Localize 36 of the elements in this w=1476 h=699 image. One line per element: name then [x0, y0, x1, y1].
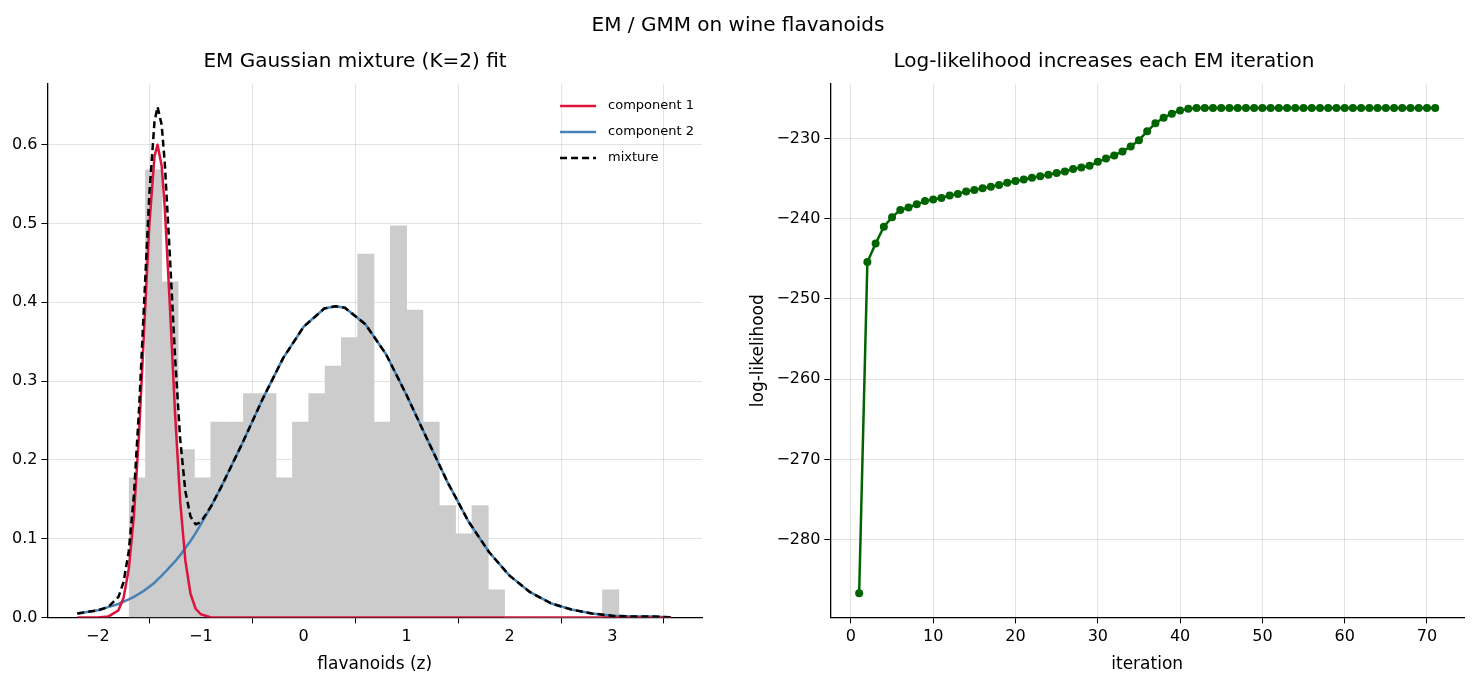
x-tick-label: 70 — [1416, 626, 1438, 646]
x-tick-label: −2 — [86, 626, 110, 646]
x-tick-label: 40 — [1169, 626, 1191, 646]
x-tick-label: 0 — [845, 626, 857, 646]
y-tick-label: 0.0 — [11, 606, 38, 626]
y-tick-label: −260 — [776, 368, 821, 388]
y-tick-label: −230 — [776, 127, 821, 147]
y-tick-label: −250 — [776, 288, 821, 308]
x-tick-label: −1 — [189, 626, 213, 646]
y-tick-label: 0.2 — [11, 448, 38, 468]
x-tick-label: 60 — [1334, 626, 1355, 646]
x-tick-label: 50 — [1252, 626, 1273, 646]
x-tick-label: 10 — [923, 626, 944, 646]
chart-title: EM Gaussian mixture (K=2) fit — [203, 48, 507, 73]
x-tick-label: 30 — [1087, 626, 1108, 646]
x-tick-label: 20 — [1005, 626, 1026, 646]
legend-label: component 2 — [608, 123, 695, 139]
text: EM / GMM on wine flavanoids — [590, 11, 886, 38]
legend-label: component 1 — [608, 97, 695, 113]
chart-title: Log-likelihood increases each EM iteration — [893, 48, 1315, 73]
y-tick-label: 0.6 — [11, 133, 38, 153]
y-tick-label: 0.4 — [11, 291, 38, 311]
y-tick-label: 0.5 — [11, 212, 38, 232]
x-tick-label: 3 — [607, 626, 618, 646]
y-tick-label: 0.1 — [11, 527, 38, 547]
x-tick-label: 2 — [504, 626, 515, 646]
y-tick-label: −270 — [776, 448, 821, 468]
y-axis-title: log-likelihood — [746, 294, 767, 408]
y-tick-label: 0.3 — [11, 370, 38, 390]
x-axis-title: iteration — [1111, 653, 1184, 674]
legend-label: mixture — [608, 149, 659, 165]
x-axis-title: flavanoids (z) — [317, 653, 433, 674]
y-tick-label: −280 — [776, 528, 821, 548]
x-tick-label: 1 — [401, 626, 412, 646]
x-tick-label: 0 — [298, 626, 309, 646]
y-tick-label: −240 — [776, 207, 821, 227]
